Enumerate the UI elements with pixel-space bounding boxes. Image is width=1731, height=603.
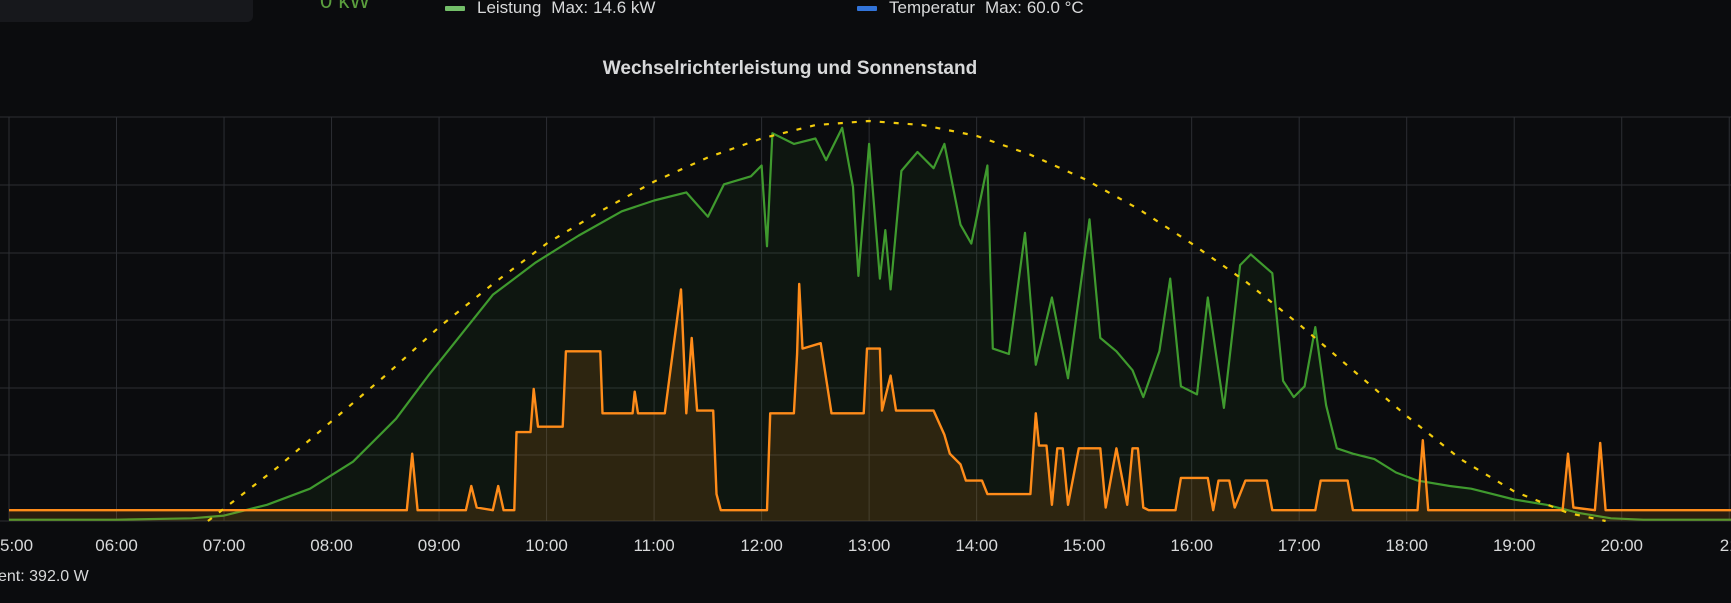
x-axis-ticks: 5:00 06:00 07:00 08:00 09:00 10:00 11:00 12:00 1… — [0, 536, 1731, 555]
x-tick-label-7: 12:00 — [740, 536, 783, 555]
current-label: ent: — [0, 568, 25, 585]
legend-max-label-leistung: Max: — [551, 0, 589, 17]
legend-item-temperatur[interactable]: Temperatur Max: 60.0 °C — [857, 0, 1084, 18]
x-tick-label-10: 15:00 — [1063, 536, 1106, 555]
series-line-sonnenstand[interactable] — [207, 119, 1606, 523]
panel-title[interactable]: Wechselrichterleistung und Sonnenstand — [602, 58, 978, 79]
x-tick-label-2: 07:00 — [203, 536, 246, 555]
current-readout: ent: 392.0 W — [0, 568, 89, 586]
legend-item-leistung[interactable]: Leistung Max: 14.6 kW — [445, 0, 655, 18]
power-chart[interactable]: 5:00 06:00 07:00 08:00 09:00 10:00 11:00 12:00 1… — [0, 0, 1731, 560]
series-line-leistung[interactable] — [9, 126, 1731, 521]
chart-series — [9, 119, 1731, 523]
current-value: 392.0 W — [29, 568, 89, 585]
series-area-leistung — [9, 127, 1731, 521]
legend-max-label-temperatur: Max: — [984, 0, 1022, 17]
x-tick-label-1: 06:00 — [95, 536, 138, 555]
series-line-verbrauch[interactable] — [9, 282, 1731, 512]
legend-max-value-temperatur: 60.0 °C — [1026, 0, 1084, 17]
x-tick-label-5: 10:00 — [525, 536, 568, 555]
stat-value-fragment: 0 kW — [320, 0, 371, 13]
x-tick-label-3: 08:00 — [310, 536, 353, 555]
legend-swatch-leistung — [445, 5, 465, 11]
x-tick-label-12: 17:00 — [1278, 536, 1321, 555]
x-tick-label-9: 14:00 — [955, 536, 998, 555]
x-tick-label-11: 16:00 — [1170, 536, 1213, 555]
legend-label-leistung: Leistung — [477, 0, 542, 17]
legend-swatch-temperatur — [857, 5, 877, 11]
x-tick-label-14: 19:00 — [1493, 536, 1536, 555]
x-tick-label-0: 5:00 — [0, 536, 33, 555]
x-tick-label-4: 09:00 — [418, 536, 461, 555]
legend-max-value-leistung: 14.6 kW — [593, 0, 656, 17]
legend-label-temperatur: Temperatur — [889, 0, 975, 17]
x-tick-label-15: 20:00 — [1600, 536, 1643, 555]
x-tick-label-16: 21 — [1720, 536, 1731, 555]
x-tick-label-13: 18:00 — [1385, 536, 1428, 555]
x-tick-label-6: 11:00 — [633, 536, 674, 555]
x-tick-label-8: 13:00 — [848, 536, 891, 555]
series-area-verbrauch — [9, 284, 1731, 521]
stat-panel-stub — [0, 0, 253, 22]
